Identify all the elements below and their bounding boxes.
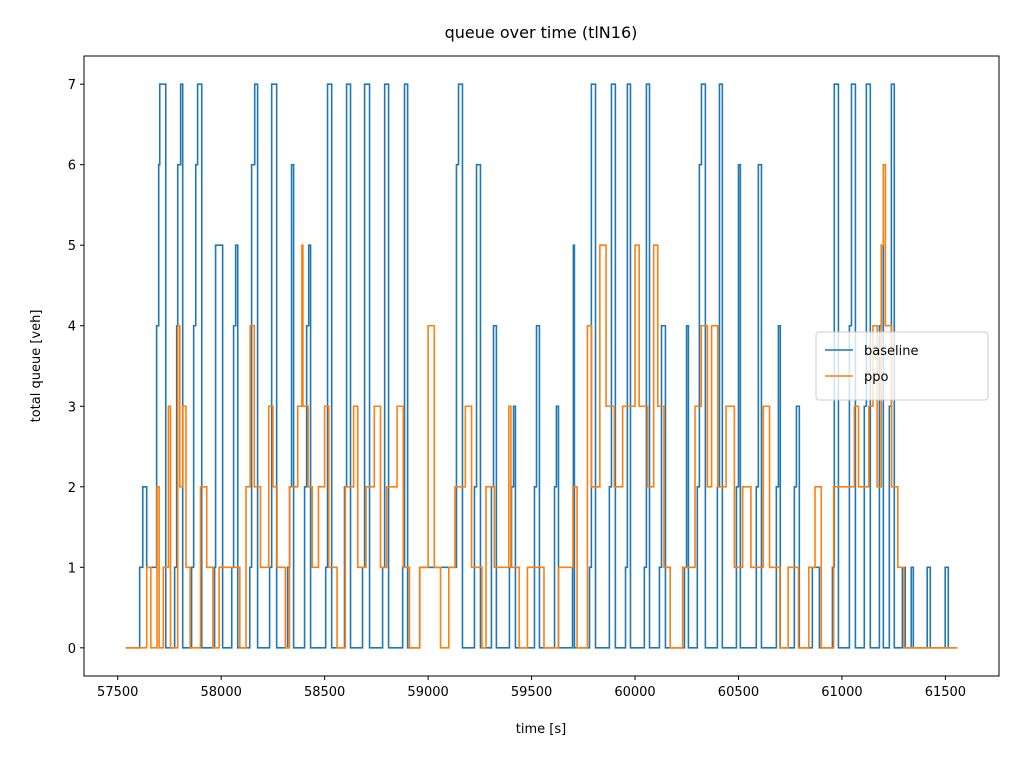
x-tick-label: 57500 — [97, 685, 138, 700]
chart-title: queue over time (tlN16) — [445, 23, 638, 42]
legend-box — [815, 331, 989, 401]
plot-area — [125, 83, 958, 649]
x-tick-label: 61500 — [925, 685, 966, 700]
y-tick-label: 0 — [68, 642, 76, 657]
y-tick-label: 6 — [68, 159, 76, 174]
x-tick-label: 60000 — [614, 685, 655, 700]
x-tick-label: 59000 — [407, 685, 448, 700]
series-line — [125, 83, 958, 649]
y-tick-label: 7 — [68, 78, 76, 93]
y-tick-label: 1 — [68, 561, 76, 576]
legend: baseline ppo — [815, 331, 989, 401]
x-axis-label: time [s] — [516, 722, 566, 737]
y-axis-label: total queue [veh] — [29, 310, 44, 423]
x-tick-label: 61000 — [821, 685, 862, 700]
legend-label: ppo — [864, 370, 889, 385]
y-tick-label: 4 — [68, 320, 76, 335]
axes-frame — [83, 55, 1000, 677]
x-tick-label: 58000 — [201, 685, 242, 700]
y-tick-label: 3 — [68, 400, 76, 415]
y-tick-label: 2 — [68, 481, 76, 496]
x-tick-label: 58500 — [304, 685, 345, 700]
x-tick-label: 59500 — [511, 685, 552, 700]
y-tick-label: 5 — [68, 239, 76, 254]
x-tick-label: 60500 — [718, 685, 759, 700]
legend-label: baseline — [864, 344, 918, 359]
series-line — [125, 163, 958, 649]
